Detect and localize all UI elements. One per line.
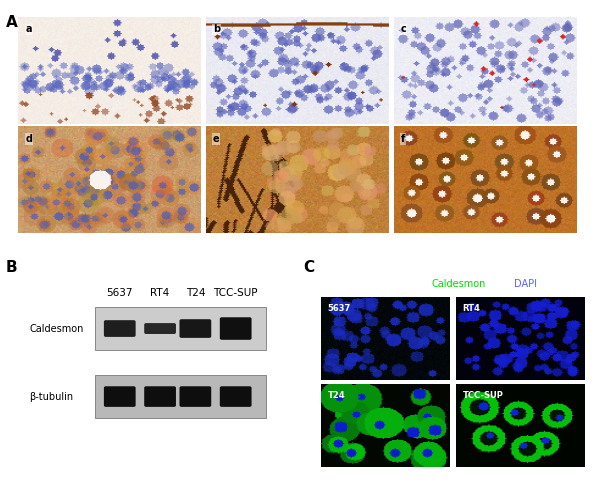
Text: RT4: RT4: [151, 288, 170, 298]
Text: f: f: [401, 134, 405, 144]
Text: T24: T24: [185, 288, 205, 298]
Text: 5637: 5637: [107, 288, 133, 298]
Text: b: b: [213, 24, 220, 35]
FancyBboxPatch shape: [95, 307, 266, 350]
Text: B: B: [6, 260, 17, 275]
Text: c: c: [401, 24, 407, 35]
FancyBboxPatch shape: [220, 386, 251, 407]
Text: TCC-SUP: TCC-SUP: [214, 288, 258, 298]
Text: TCC-SUP: TCC-SUP: [463, 391, 503, 400]
FancyBboxPatch shape: [104, 320, 136, 337]
Text: a: a: [25, 24, 32, 35]
FancyBboxPatch shape: [179, 319, 211, 338]
Text: Caldesmon: Caldesmon: [29, 324, 83, 333]
FancyBboxPatch shape: [95, 375, 266, 418]
Text: A: A: [6, 15, 18, 30]
Text: β-tubulin: β-tubulin: [29, 392, 73, 401]
FancyBboxPatch shape: [220, 317, 251, 340]
FancyBboxPatch shape: [104, 386, 136, 407]
Text: T24: T24: [328, 391, 345, 400]
Text: e: e: [213, 134, 220, 144]
Text: C: C: [303, 260, 314, 275]
Text: DAPI: DAPI: [514, 279, 537, 289]
Text: d: d: [25, 134, 32, 144]
Text: Caldesmon: Caldesmon: [432, 279, 486, 289]
FancyBboxPatch shape: [144, 323, 176, 334]
Text: 5637: 5637: [328, 304, 350, 313]
Text: RT4: RT4: [463, 304, 481, 313]
FancyBboxPatch shape: [179, 386, 211, 407]
FancyBboxPatch shape: [144, 386, 176, 407]
